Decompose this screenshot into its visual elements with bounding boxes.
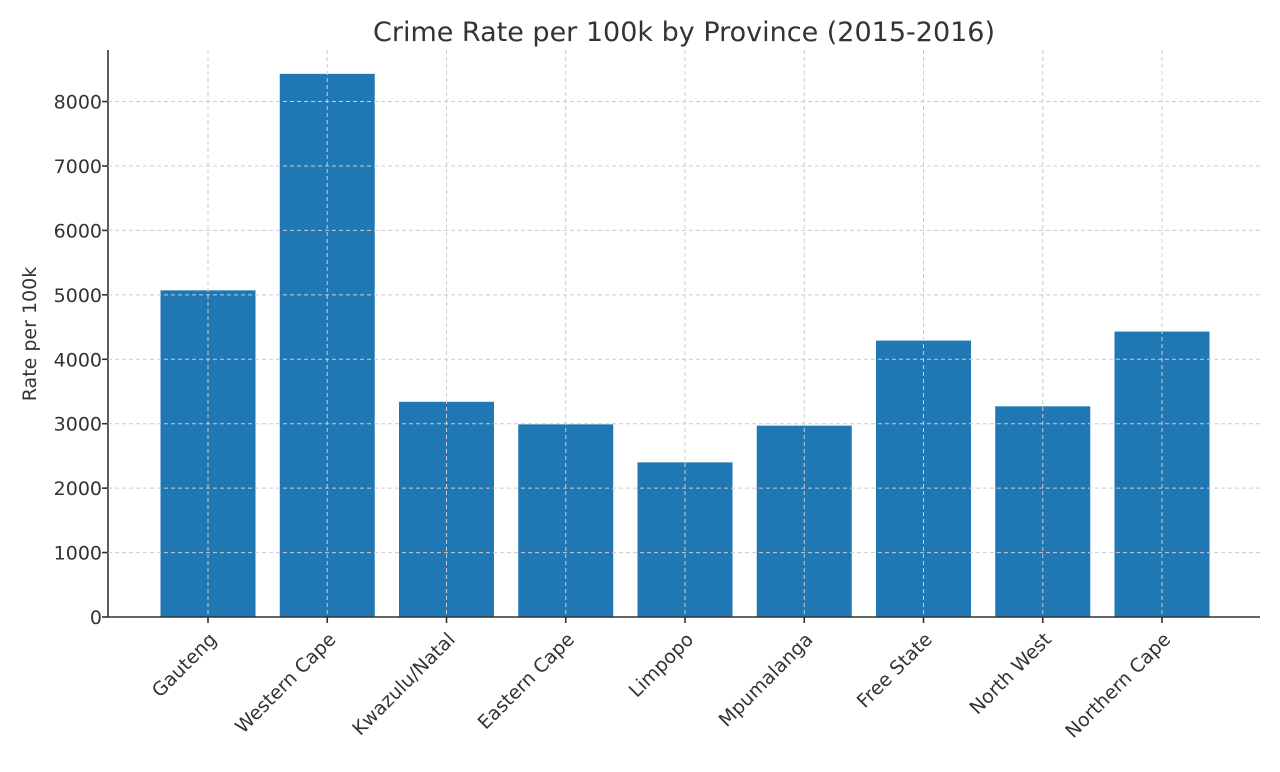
x-tick-label: North West	[965, 629, 1055, 719]
x-tick-labels: Gauteng Western Cape Kwazulu/Natal Eastern …	[148, 629, 1175, 743]
bar-north-west	[995, 406, 1091, 617]
grid-layer	[108, 50, 1260, 617]
x-tick-label: Northern Cape	[1061, 629, 1175, 743]
y-tick-label: 3000	[54, 414, 102, 436]
y-tick-label: 5000	[54, 285, 102, 307]
y-tick-label: 1000	[54, 543, 102, 565]
x-tick-label: Free State	[853, 629, 937, 713]
axes-layer	[102, 50, 1260, 623]
x-tick-label: Limpopo	[625, 629, 698, 702]
x-tick-label: Mpumalanga	[715, 629, 818, 732]
y-tick-label: 0	[90, 607, 102, 629]
y-tick-label: 8000	[54, 92, 102, 114]
y-tick-labels: 0 1000 2000 3000 4000 5000 6000 7000 8000	[54, 92, 102, 629]
y-tick-label: 6000	[54, 220, 102, 242]
x-tick-label: Gauteng	[148, 629, 221, 702]
x-tick-label: Eastern Cape	[474, 629, 579, 734]
y-tick-label: 7000	[54, 156, 102, 178]
x-tick-label: Western Cape	[231, 629, 340, 738]
chart-title: Crime Rate per 100k by Province (2015-20…	[373, 17, 995, 48]
y-axis-label: Rate per 100k	[19, 267, 41, 401]
y-tick-label: 4000	[54, 349, 102, 371]
x-tick-label: Kwazulu/Natal	[348, 629, 459, 740]
y-tick-label: 2000	[54, 478, 102, 500]
